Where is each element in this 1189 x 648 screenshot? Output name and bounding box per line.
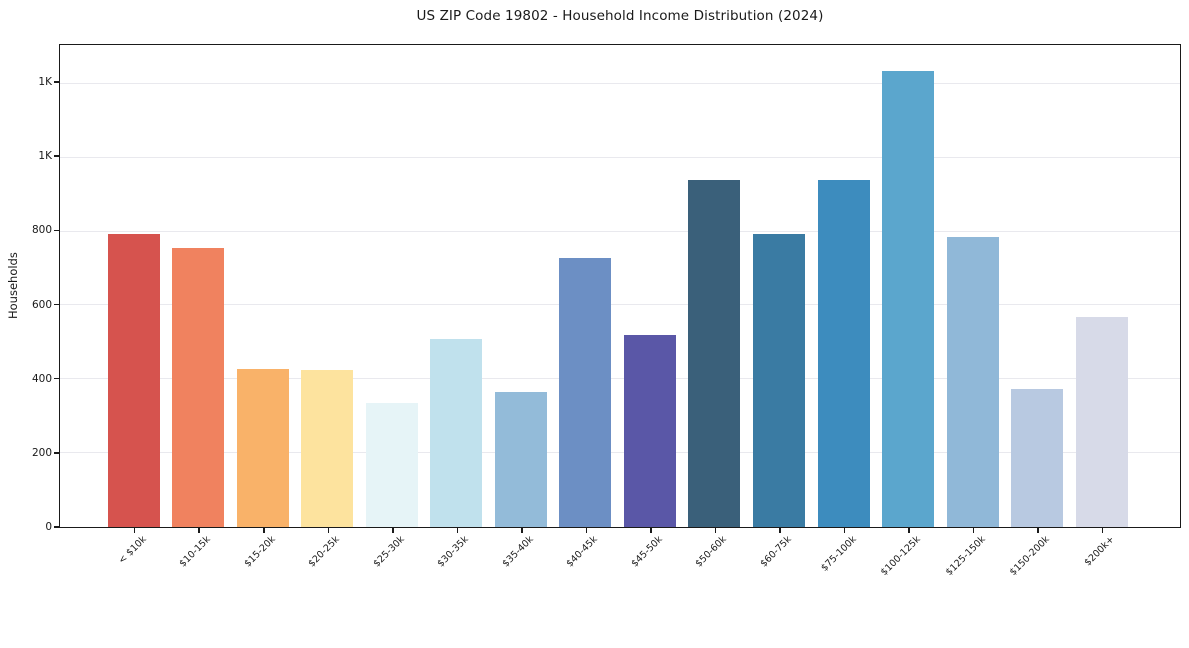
x-tick-mark [327,528,330,533]
bar-8 [623,334,676,527]
x-tick-label: $125-150k [943,534,988,579]
bar-0 [107,233,160,527]
y-tick-mark [54,81,59,83]
bar-11 [817,179,870,527]
y-tick-label: 200 [31,446,52,459]
x-tick-mark [972,528,975,533]
bar-4 [365,402,418,527]
x-tick-mark [650,528,652,533]
x-tick-mark [779,528,781,533]
x-tick-label: $15-20k [242,534,278,570]
y-tick-mark [54,229,59,232]
x-tick-mark [908,528,910,533]
bar-9 [688,179,741,527]
x-tick-label: $75-100k [818,534,859,574]
x-tick-mark [714,528,717,533]
bar-6 [494,391,547,527]
x-tick-mark [843,528,846,533]
x-tick-label: $50-60k [693,534,730,570]
bar-14 [1011,388,1064,527]
gridline [60,378,1180,380]
x-tick-label: < $10k [116,534,149,567]
x-tick-mark [1037,528,1039,533]
bar-15 [1075,316,1128,527]
bar-1 [172,247,225,527]
bar-7 [559,258,612,527]
gridline [60,230,1180,232]
bar-2 [236,368,289,527]
y-tick-label: 800 [31,224,52,237]
y-tick-mark [54,377,59,380]
gridline [60,304,1180,306]
x-tick-mark [133,528,136,533]
y-tick-label: 0 [45,521,52,533]
x-tick-label: $40-45k [564,534,601,570]
x-tick-mark [263,528,265,533]
x-tick-label: $25-30k [371,534,407,570]
gridline [60,452,1180,454]
x-tick-mark [392,528,394,533]
x-tick-mark [1101,528,1104,533]
y-tick-mark [54,526,59,528]
bar-12 [882,71,935,527]
x-tick-mark [585,528,588,533]
bar-10 [753,233,805,527]
x-tick-label: $100-125k [878,534,923,579]
x-tick-label: $45-50k [629,534,665,570]
plot-area [59,44,1181,528]
y-tick-mark [54,452,59,454]
gridline [60,156,1180,158]
x-tick-label: $30-35k [435,534,472,570]
y-tick-label: 600 [31,298,52,311]
x-tick-mark [456,528,459,533]
gridline [60,82,1180,84]
y-tick-mark [54,155,59,157]
bar-3 [301,370,354,527]
x-tick-mark [198,528,200,533]
x-tick-label: $60-75k [758,534,794,570]
x-tick-label: $35-40k [500,534,536,570]
y-tick-label: 1K [38,76,52,89]
y-tick-label: 400 [31,372,52,385]
x-tick-mark [521,528,523,533]
bar-5 [430,339,483,527]
y-tick-mark [54,303,59,306]
x-tick-label: $10-15k [177,534,213,570]
bar-chart-figure: US ZIP Code 19802 - Household Income Dis… [6,8,1181,578]
x-tick-label: $150-200k [1007,534,1052,579]
bar-13 [946,236,999,527]
x-tick-label: $20-25k [306,534,343,570]
chart-title: US ZIP Code 19802 - Household Income Dis… [416,8,824,24]
x-tick-label: $200k+ [1082,534,1117,569]
y-tick-label: 1K [38,150,52,163]
